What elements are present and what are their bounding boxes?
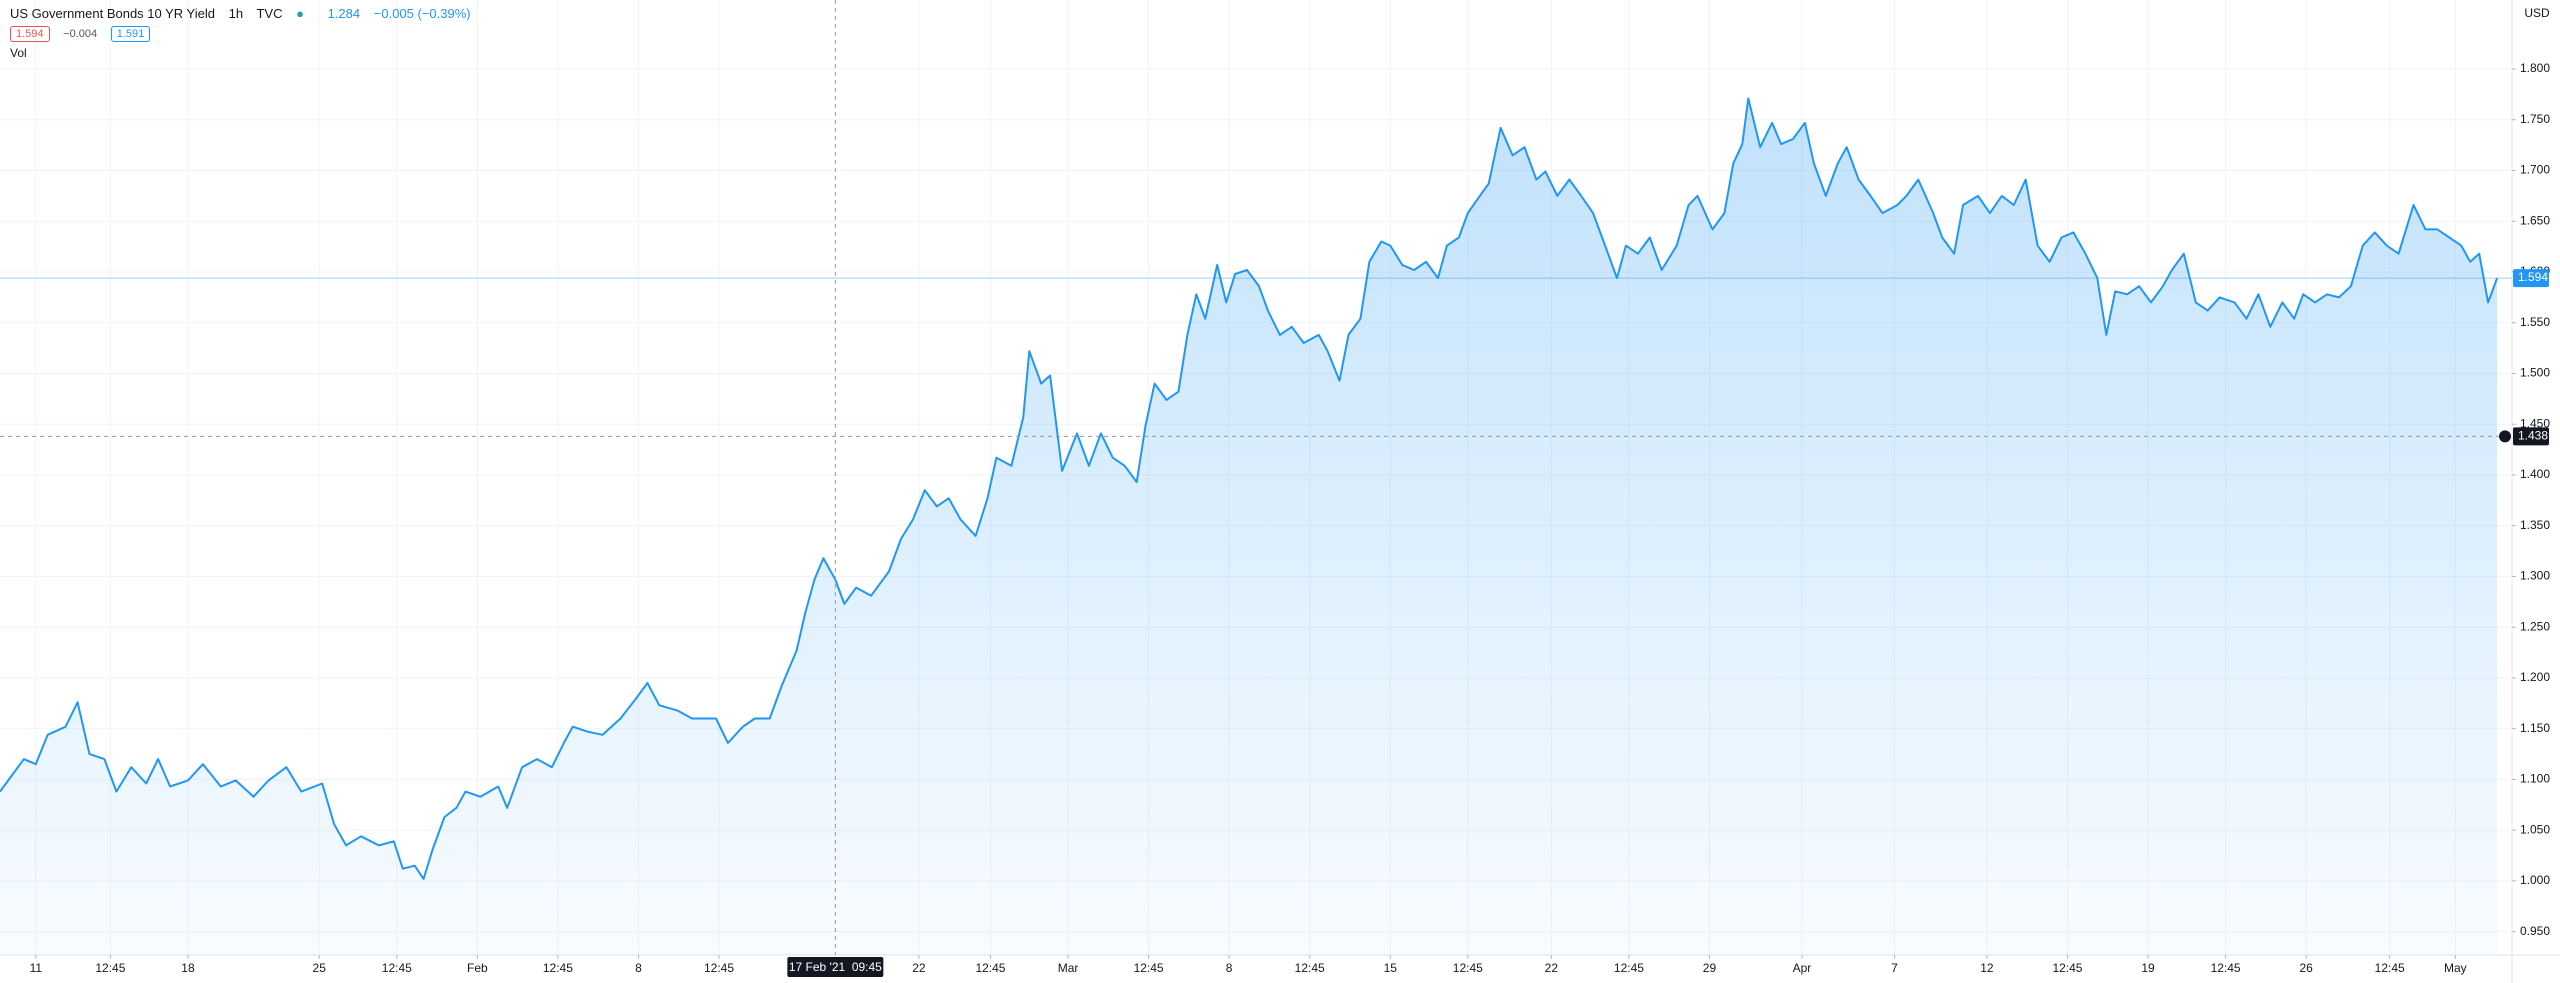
x-tick-label: 12:45 xyxy=(2052,961,2082,975)
x-tick-label: 12:45 xyxy=(1295,961,1325,975)
ask[interactable]: 1.591 xyxy=(110,26,151,42)
x-tick-label: 25 xyxy=(313,961,327,975)
area-fill xyxy=(0,98,2498,955)
y-tick-label: 1.300 xyxy=(2520,569,2550,583)
header: US Government Bonds 10 YR Yield 1h TVC ●… xyxy=(10,6,481,60)
x-tick-label: 12:45 xyxy=(95,961,125,975)
y-tick-label: 1.650 xyxy=(2520,213,2550,227)
crosshair-plus xyxy=(2499,430,2511,443)
y-tick-label: 1.500 xyxy=(2520,366,2550,380)
currency: USD xyxy=(2524,6,2550,20)
x-tick-label: 12:45 xyxy=(975,961,1005,975)
y-tick-label: 1.800 xyxy=(2520,61,2550,75)
x-tick-label: 8 xyxy=(635,961,642,975)
x-tick-label: 12:45 xyxy=(2211,961,2241,975)
crosshair-y-box xyxy=(2513,427,2549,446)
x-tick-label: 12:45 xyxy=(543,961,573,975)
bid[interactable]: 1.594 xyxy=(10,26,50,42)
interval[interactable]: 1h xyxy=(228,6,244,21)
x-tick-label: 22 xyxy=(1545,961,1559,975)
x-tick-label: 19 xyxy=(2141,961,2155,975)
last-price-box xyxy=(2513,269,2549,288)
status-dot: ● xyxy=(296,6,304,21)
x-tick-label: Mar xyxy=(1058,961,1079,975)
y-tick-label: 1.750 xyxy=(2520,112,2550,126)
volume-row: Vol xyxy=(10,46,481,60)
y-tick-label: 1.350 xyxy=(2520,518,2550,532)
crosshair-x-box xyxy=(787,957,884,977)
x-tick-label: 15 xyxy=(1384,961,1398,975)
x-tick-label: 11 xyxy=(30,961,43,975)
x-tick-label: 12:45 xyxy=(382,961,412,975)
y-tick-label: 1.150 xyxy=(2520,721,2550,735)
x-tick-label: 7 xyxy=(1891,961,1898,975)
y-tick-label: 1.200 xyxy=(2520,670,2550,684)
crosshair-x-label: 17 Feb '21 09:45 xyxy=(789,960,882,974)
crosshair-y-label: 1.438 xyxy=(2518,429,2548,443)
spread: −0.004 xyxy=(63,28,98,40)
x-tick-label: 8 xyxy=(1226,961,1233,975)
quote: 1.284 xyxy=(327,6,361,21)
volume-label: Vol xyxy=(10,46,27,60)
y-tick-label: 1.100 xyxy=(2520,772,2550,786)
y-tick-label: 1.700 xyxy=(2520,163,2550,177)
y-tick-label: 1.450 xyxy=(2520,416,2550,430)
x-tick-label: Apr xyxy=(1793,961,1812,975)
x-tick-label: Feb xyxy=(467,961,488,975)
x-tick-label: 12:45 xyxy=(1614,961,1644,975)
last-price-label: 1.594 xyxy=(2518,270,2548,284)
change: −0.005 (−0.39%) xyxy=(373,6,471,21)
title: US Government Bonds 10 YR Yield xyxy=(10,6,215,21)
x-tick-label: 12:45 xyxy=(1453,961,1483,975)
x-tick-label: 18 xyxy=(181,961,195,975)
x-tick-label: 12 xyxy=(1980,961,1994,975)
price-line xyxy=(0,97,2499,880)
y-tick-label: 1.250 xyxy=(2520,619,2550,633)
bid-ask-row: 1.594 −0.004 1.591 xyxy=(10,25,481,42)
x-tick-label: May xyxy=(2444,961,2467,975)
x-tick-label: 12:45 xyxy=(2375,961,2405,975)
x-tick-label: 12:45 xyxy=(704,961,734,975)
y-tick-label: 1.050 xyxy=(2520,822,2550,836)
x-tick-label: 22 xyxy=(912,961,926,975)
y-tick-label: 0.950 xyxy=(2520,924,2550,938)
title-row: US Government Bonds 10 YR Yield 1h TVC ●… xyxy=(10,6,481,21)
x-tick-label: 12:45 xyxy=(1134,961,1164,975)
y-tick-label: 1.550 xyxy=(2520,315,2550,329)
y-tick-label: 1.000 xyxy=(2520,873,2550,887)
y-tick-label: 1.400 xyxy=(2520,467,2550,481)
x-tick-label: 26 xyxy=(2299,961,2313,975)
x-tick-label: 29 xyxy=(1703,961,1717,975)
source: TVC xyxy=(256,6,283,21)
